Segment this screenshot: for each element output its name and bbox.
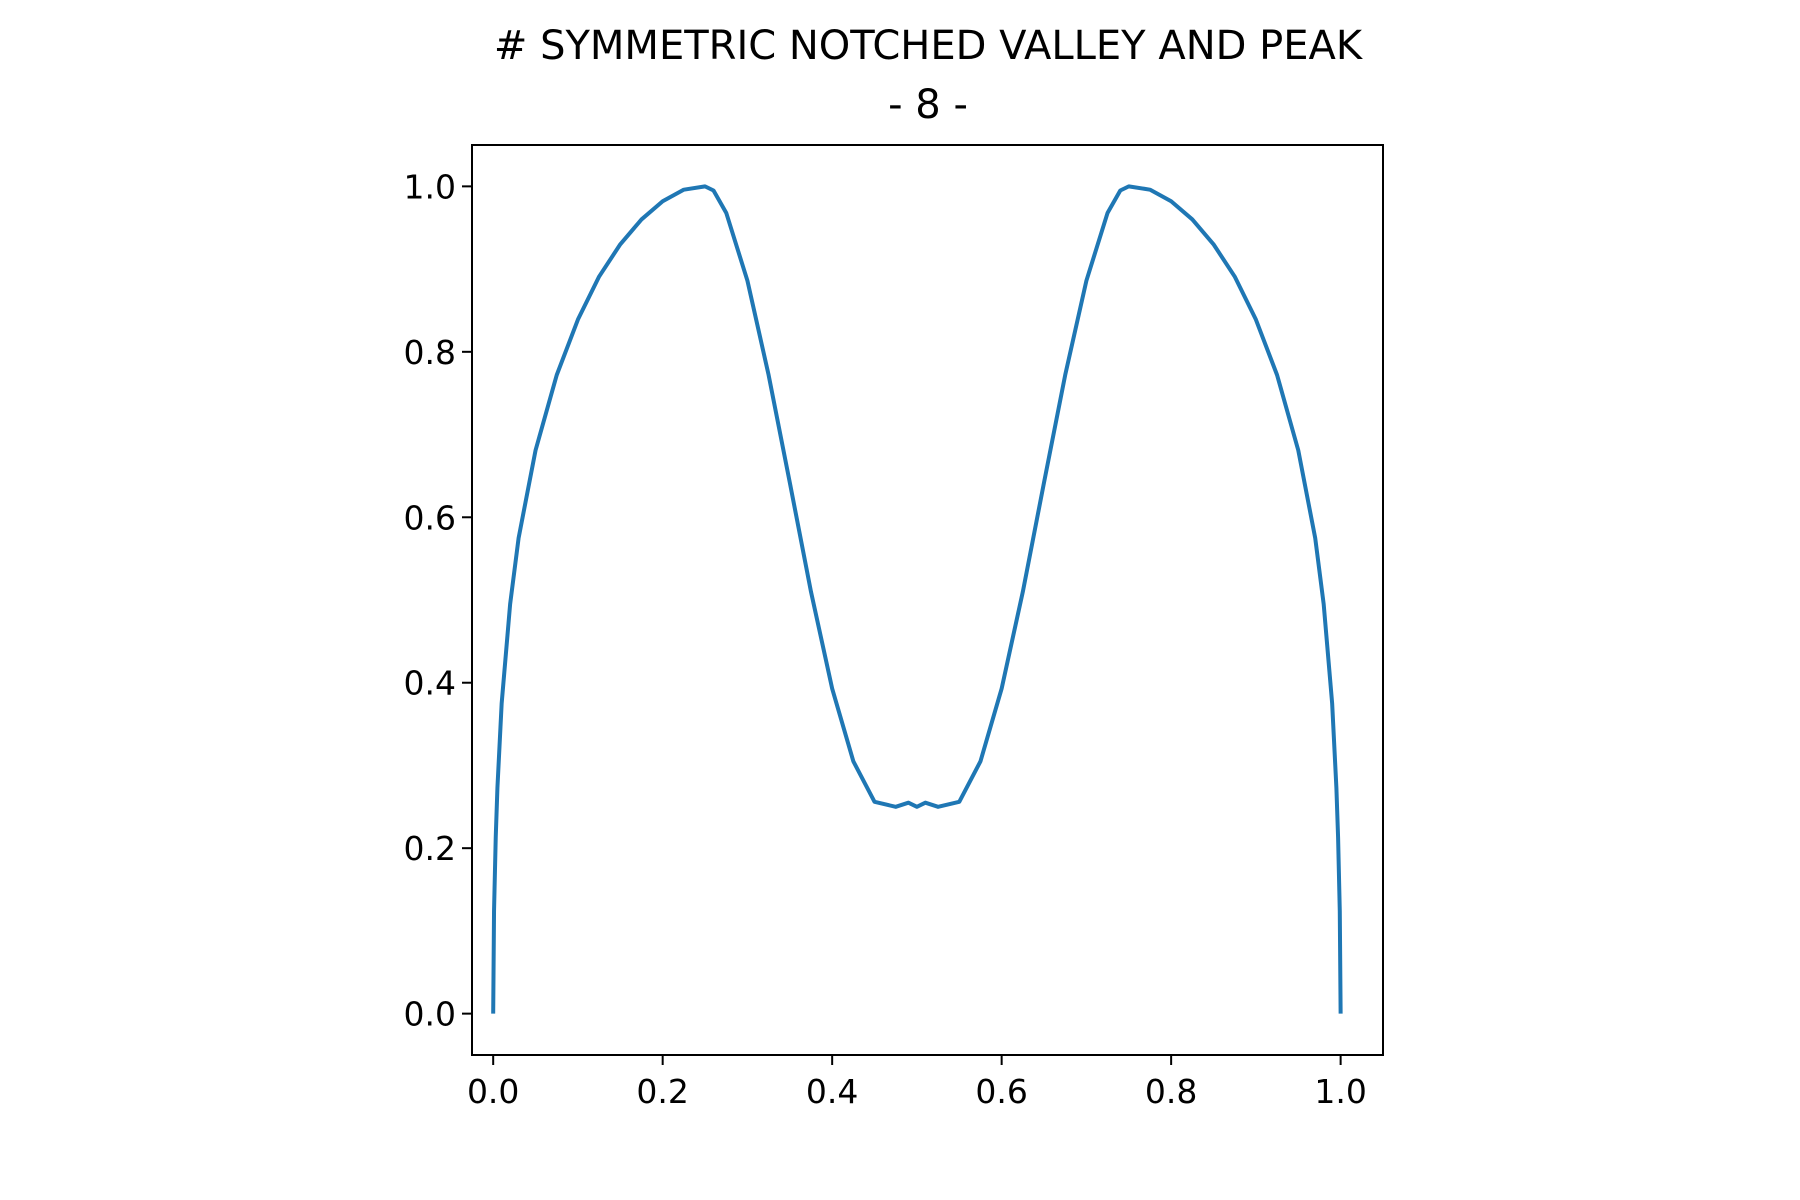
y-tick-label: 1.0 [404,167,456,206]
y-tick-label: 0.6 [404,498,456,537]
series-line-1 [491,184,1343,1014]
chart-title: # SYMMETRIC NOTCHED VALLEY AND PEAK [494,23,1364,69]
axes-frame [471,144,1384,1056]
y-tick-label: 0.0 [404,995,456,1034]
axes: 0.0 0.2 0.4 0.6 0.8 1.0 0.0 0.2 0.4 0.6 0.8 1.0 [404,144,1384,1111]
x-tick-label: 0.6 [975,1072,1027,1111]
y-tick-label: 0.2 [404,829,456,868]
chart-subtitle: - 8 - [888,82,968,128]
x-tick-label: 0.0 [467,1072,519,1111]
plot-area [491,184,1343,1014]
x-tick-label: 0.2 [636,1072,688,1111]
y-tick-label: 0.4 [404,664,456,703]
y-tick-label: 0.8 [404,333,456,372]
x-tick-label: 1.0 [1314,1072,1366,1111]
x-tick-label: 0.8 [1145,1072,1197,1111]
x-tick-label: 0.4 [806,1072,858,1111]
